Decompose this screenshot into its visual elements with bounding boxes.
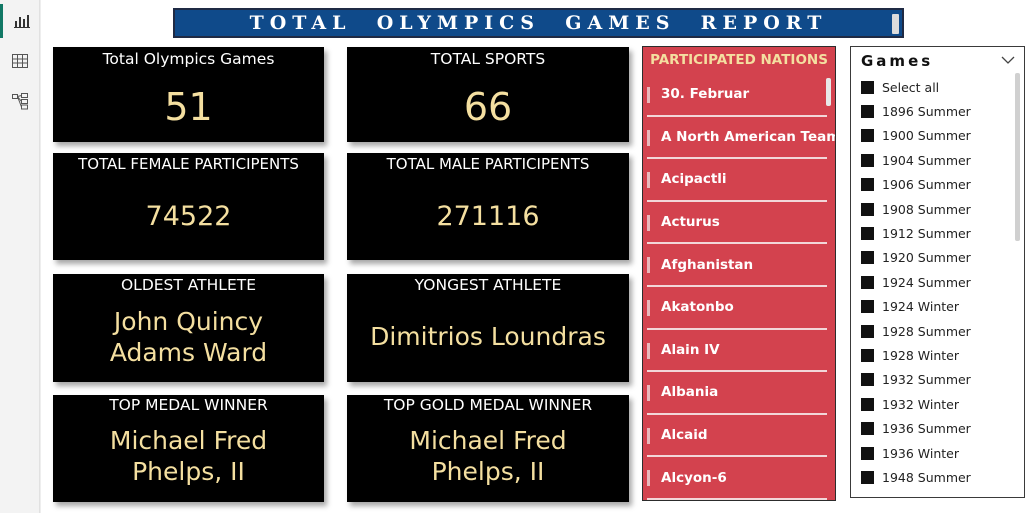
title-grip-handle[interactable] — [892, 14, 899, 34]
nations-list: 30. Februar A North American Team Acipac… — [643, 74, 835, 500]
oldest-athlete-value: John Quincy Adams Ward — [53, 307, 324, 368]
select-all-checkbox[interactable]: Select all — [861, 75, 1011, 99]
game-checkbox-item[interactable]: 1924 Winter — [861, 295, 1011, 319]
top-medal-winner-value: Michael Fred Phelps, II — [53, 426, 324, 487]
game-checkbox-item[interactable]: 1924 Summer — [861, 270, 1011, 294]
games-header: Games — [861, 52, 934, 70]
nations-scrollbar[interactable] — [826, 78, 831, 106]
report-title-banner: TOTAL OLYMPICS GAMES REPORT — [173, 8, 904, 38]
nation-item[interactable]: A North American Team — [647, 117, 835, 160]
nation-item[interactable]: Albania — [647, 372, 827, 415]
top-medal-winner-line2: Phelps, II — [132, 456, 245, 486]
top-gold-medal-winner-label: TOP GOLD MEDAL WINNER — [383, 396, 593, 414]
total-sports-card[interactable]: TOTAL SPORTS 66 — [347, 47, 629, 142]
checkbox-icon — [861, 348, 874, 362]
checkbox-icon — [861, 129, 874, 143]
total-games-card[interactable]: Total Olympics Games 51 — [53, 47, 324, 142]
top-gold-medal-winner-line2: Phelps, II — [431, 456, 545, 486]
nation-item[interactable]: Alain IV — [647, 330, 827, 373]
nation-item[interactable]: Afghanistan — [647, 244, 827, 287]
table-view-button[interactable] — [0, 44, 40, 78]
male-participants-card[interactable]: TOTAL MALE PARTICIPENTS 271116 — [347, 153, 629, 260]
oldest-athlete-card[interactable]: OLDEST ATHLETE John Quincy Adams Ward — [53, 274, 324, 382]
total-games-label: Total Olympics Games — [102, 50, 275, 68]
female-participants-label: TOTAL FEMALE PARTICIPENTS — [78, 155, 299, 173]
total-sports-value: 66 — [463, 85, 513, 129]
youngest-athlete-label: YONGEST ATHLETE — [414, 276, 562, 294]
model-view-icon — [12, 93, 28, 110]
game-checkbox-item[interactable]: 1932 Winter — [861, 392, 1011, 416]
report-view-button[interactable] — [0, 4, 40, 38]
checkbox-icon — [861, 397, 874, 411]
top-medal-winner-label: TOP MEDAL WINNER — [109, 396, 268, 414]
game-checkbox-item[interactable]: 1900 Summer — [861, 124, 1011, 148]
checkbox-icon — [861, 80, 874, 94]
chevron-down-icon[interactable] — [1001, 55, 1015, 65]
female-participants-value: 74522 — [145, 201, 232, 232]
checkbox-icon — [861, 300, 874, 314]
checkbox-icon — [861, 446, 874, 460]
game-checkbox-item[interactable]: 1908 Summer — [861, 197, 1011, 221]
checkbox-icon — [861, 251, 874, 265]
top-gold-medal-winner-line1: Michael Fred — [409, 426, 567, 455]
game-checkbox-item[interactable]: 1948 Summer — [861, 465, 1011, 489]
games-slicer[interactable]: Games Select all 1896 Summer 1900 Summer… — [850, 46, 1025, 498]
game-checkbox-item[interactable]: 1936 Winter — [861, 441, 1011, 465]
checkbox-icon — [861, 470, 874, 484]
oldest-athlete-value-line2: Adams Ward — [109, 337, 268, 367]
top-medal-winner-line1: Michael Fred — [109, 426, 268, 455]
checkbox-icon — [861, 324, 874, 338]
participated-nations-slicer[interactable]: PARTICIPATED NATIONS 30. Februar A North… — [642, 46, 836, 501]
checkbox-icon — [861, 373, 874, 387]
game-checkbox-item[interactable]: 1928 Summer — [861, 319, 1011, 343]
checkbox-icon — [861, 178, 874, 192]
female-participants-card[interactable]: TOTAL FEMALE PARTICIPENTS 74522 — [53, 153, 324, 260]
nation-item[interactable]: Alcyon-6 — [647, 457, 827, 500]
checkbox-icon — [861, 422, 874, 436]
game-checkbox-item[interactable]: 1896 Summer — [861, 99, 1011, 123]
table-view-icon — [12, 54, 28, 68]
nation-item[interactable]: Acipactli — [647, 159, 827, 202]
nation-item[interactable]: Acturus — [647, 202, 827, 245]
view-rail — [0, 0, 40, 513]
oldest-athlete-label: OLDEST ATHLETE — [120, 276, 256, 294]
checkbox-icon — [861, 153, 874, 167]
game-checkbox-item[interactable]: 1904 Summer — [861, 148, 1011, 172]
game-checkbox-item[interactable]: 1932 Summer — [861, 368, 1011, 392]
top-medal-winner-card[interactable]: TOP MEDAL WINNER Michael Fred Phelps, II — [53, 395, 324, 502]
game-checkbox-item[interactable]: 1912 Summer — [861, 221, 1011, 245]
game-checkbox-item[interactable]: 1920 Summer — [861, 246, 1011, 270]
games-scrollbar[interactable] — [1015, 73, 1020, 241]
game-checkbox-item[interactable]: 1928 Winter — [861, 343, 1011, 367]
total-games-value: 51 — [164, 85, 213, 129]
youngest-athlete-card[interactable]: YONGEST ATHLETE Dimitrios Loundras — [347, 274, 629, 382]
total-sports-label: TOTAL SPORTS — [430, 50, 546, 68]
nation-item[interactable]: Akatonbo — [647, 287, 827, 330]
top-gold-medal-winner-value: Michael Fred Phelps, II — [347, 426, 629, 487]
nation-item[interactable]: 30. Februar — [647, 74, 827, 117]
top-gold-medal-winner-card[interactable]: TOP GOLD MEDAL WINNER Michael Fred Phelp… — [347, 395, 629, 502]
model-view-button[interactable] — [0, 84, 40, 118]
checkbox-icon — [861, 227, 874, 241]
games-list: Select all 1896 Summer 1900 Summer 1904 … — [861, 75, 1011, 490]
game-checkbox-item[interactable]: 1936 Summer — [861, 416, 1011, 440]
nation-item[interactable]: Alcaid — [647, 415, 827, 458]
participated-nations-header: PARTICIPATED NATIONS — [650, 52, 828, 68]
oldest-athlete-value-line1: John Quincy — [113, 307, 264, 336]
youngest-athlete-value: Dimitrios Loundras — [370, 322, 606, 351]
checkbox-icon — [861, 105, 874, 119]
report-view-icon — [13, 15, 30, 28]
game-checkbox-item[interactable]: 1906 Summer — [861, 173, 1011, 197]
checkbox-icon — [861, 275, 874, 289]
report-title: TOTAL OLYMPICS GAMES REPORT — [249, 12, 828, 34]
checkbox-icon — [861, 202, 874, 216]
male-participants-label: TOTAL MALE PARTICIPENTS — [386, 155, 590, 173]
male-participants-value: 271116 — [436, 201, 540, 232]
